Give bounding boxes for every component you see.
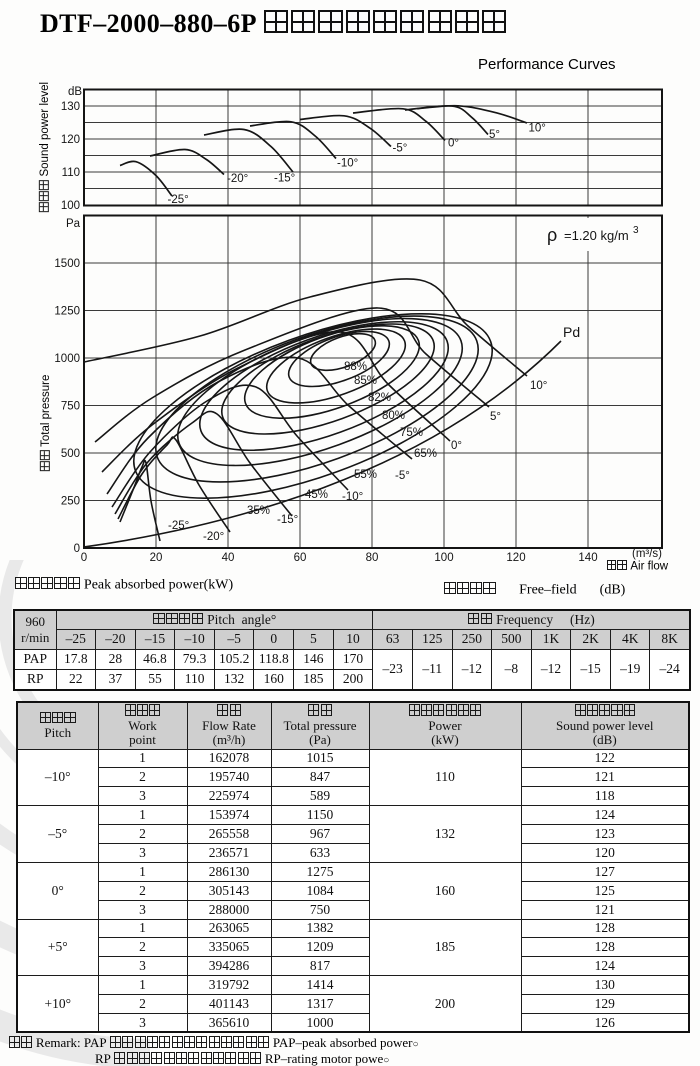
svg-text:120: 120 <box>61 134 80 146</box>
svg-text:1500: 1500 <box>54 258 80 270</box>
svg-text:80: 80 <box>366 552 379 564</box>
svg-text:110: 110 <box>62 167 80 179</box>
svg-text:(m³/s): (m³/s) <box>632 548 662 560</box>
svg-text:82%: 82% <box>368 392 391 404</box>
svg-text:-25°: -25° <box>168 194 189 206</box>
svg-text:35%: 35% <box>247 505 270 517</box>
svg-text:120: 120 <box>506 552 525 564</box>
svg-text:0: 0 <box>74 543 80 555</box>
svg-text:Pa: Pa <box>66 218 81 230</box>
svg-text:130: 130 <box>61 101 80 113</box>
svg-text:45%: 45% <box>305 489 328 501</box>
svg-text:85%: 85% <box>354 375 377 387</box>
svg-text:100: 100 <box>434 552 453 564</box>
svg-text:20: 20 <box>150 552 163 564</box>
svg-text:-20°: -20° <box>203 531 224 543</box>
svg-text:1250: 1250 <box>54 306 80 318</box>
svg-text:10°: 10° <box>530 380 547 392</box>
svg-text:500: 500 <box>61 448 80 460</box>
svg-text:250: 250 <box>61 496 80 508</box>
svg-text:140: 140 <box>578 552 597 564</box>
svg-text:-10°: -10° <box>342 491 363 503</box>
svg-text:88%: 88% <box>344 361 367 373</box>
svg-text:60: 60 <box>294 552 307 564</box>
svg-text:100: 100 <box>61 200 80 212</box>
svg-text:-25°: -25° <box>168 520 189 532</box>
svg-text:80%: 80% <box>382 410 405 422</box>
svg-text:=1.20 kg/m: =1.20 kg/m <box>564 228 629 243</box>
svg-text:5°: 5° <box>489 129 500 141</box>
svg-text:-15°: -15° <box>277 514 298 526</box>
svg-text:-5°: -5° <box>395 470 410 482</box>
svg-text:dB: dB <box>68 86 82 98</box>
svg-text:-5°: -5° <box>393 143 408 155</box>
svg-text:55%: 55% <box>354 469 377 481</box>
svg-text:75%: 75% <box>400 427 423 439</box>
svg-text:65%: 65% <box>414 448 437 460</box>
svg-text:-15°: -15° <box>274 173 295 185</box>
svg-text:0°: 0° <box>451 440 462 452</box>
svg-text:0: 0 <box>81 552 87 564</box>
svg-text:-10°: -10° <box>337 158 358 170</box>
svg-text:40: 40 <box>222 552 235 564</box>
svg-text:1000: 1000 <box>54 353 80 365</box>
svg-text:5°: 5° <box>490 411 501 423</box>
svg-text:ρ: ρ <box>547 225 557 245</box>
svg-text:Pd: Pd <box>563 324 580 340</box>
svg-text:0°: 0° <box>448 138 459 150</box>
svg-text:10°: 10° <box>529 123 546 135</box>
svg-text:750: 750 <box>61 401 80 413</box>
svg-text:-20°: -20° <box>227 173 248 185</box>
svg-text:3: 3 <box>633 225 639 236</box>
